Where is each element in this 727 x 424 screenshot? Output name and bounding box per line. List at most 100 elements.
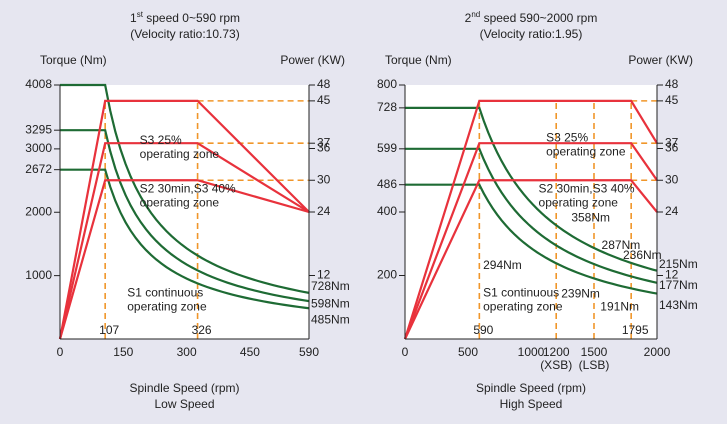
x-tick-label: 300 bbox=[177, 345, 197, 359]
torque-annotation: 358Nm bbox=[571, 211, 610, 225]
torque-annotation: 287Nm bbox=[602, 238, 641, 252]
y-right-tick-label: 37 bbox=[665, 135, 679, 149]
torque-end-label: 728Nm bbox=[311, 279, 350, 293]
torque-annotation: 294Nm bbox=[483, 258, 522, 272]
power-curve bbox=[404, 179, 658, 340]
y-left-tick-label: 486 bbox=[377, 177, 397, 191]
x-corner-label: 326 bbox=[192, 323, 212, 337]
x-axis-label: Spindle Speed (rpm) bbox=[476, 381, 586, 395]
title-text: speed 590~2000 rpm bbox=[480, 11, 597, 25]
chart-title: 1st speed 0~590 rpm bbox=[130, 10, 240, 25]
y-left-tick-label: 3000 bbox=[25, 141, 52, 155]
torque-curve bbox=[60, 83, 310, 294]
zone-label: S2 30min,S3 40% bbox=[140, 181, 236, 195]
x-axis-sublabel: Low Speed bbox=[154, 397, 214, 411]
zone-label: S3 25% bbox=[140, 133, 182, 147]
x-tick-label: 150 bbox=[113, 345, 133, 359]
plot-area bbox=[60, 85, 309, 339]
torque-annotation: 191Nm bbox=[600, 299, 639, 313]
y-right-tick-label: 30 bbox=[665, 172, 679, 186]
y-left-tick-label: 200 bbox=[377, 268, 397, 282]
x-corner-label: 1795 bbox=[622, 323, 649, 337]
x-tick-label: 2000 bbox=[644, 345, 671, 359]
chart-2: 2nd speed 590~2000 rpm (Velocity ratio:1.… bbox=[377, 10, 698, 411]
torque-curve bbox=[405, 183, 658, 295]
x-tick-label: 0 bbox=[57, 345, 64, 359]
y-left-tick-label: 2672 bbox=[25, 162, 52, 176]
power-curve bbox=[403, 99, 658, 340]
y-left-tick-label: 1000 bbox=[25, 268, 52, 282]
torque-curve bbox=[405, 147, 658, 284]
chart-title: 2nd speed 590~2000 rpm bbox=[465, 10, 598, 25]
x-corner-label: 590 bbox=[473, 323, 493, 337]
y-right-tick-label: 24 bbox=[317, 204, 331, 218]
zone-label: S1 continuous bbox=[483, 285, 559, 299]
x-tick-label: 450 bbox=[240, 345, 260, 359]
title-text: speed 0~590 rpm bbox=[143, 11, 240, 25]
y-axis-right-label: Power (KW) bbox=[280, 53, 345, 67]
title-number: 2 bbox=[465, 11, 472, 25]
y-left-tick-label: 4008 bbox=[25, 77, 52, 91]
x-tick-label: 500 bbox=[458, 345, 478, 359]
x-tick-label: 1500 bbox=[581, 345, 608, 359]
torque-end-label: 598Nm bbox=[311, 296, 350, 310]
plot-area bbox=[405, 85, 657, 339]
zone-label: operating zone bbox=[140, 195, 220, 209]
torque-curve bbox=[60, 129, 310, 303]
y-right-tick-label: 45 bbox=[665, 93, 679, 107]
torque-end-label: 143Nm bbox=[659, 298, 698, 312]
y-axis-right-label: Power (KW) bbox=[628, 53, 693, 67]
torque-end-label: 485Nm bbox=[311, 312, 350, 326]
zone-label: S3 25% bbox=[546, 131, 588, 145]
power-curve bbox=[58, 99, 310, 340]
title-superscript: st bbox=[137, 10, 144, 19]
y-left-tick-label: 3295 bbox=[25, 122, 52, 136]
zone-label: operating zone bbox=[546, 145, 626, 159]
y-left-tick-label: 728 bbox=[377, 100, 397, 114]
y-right-tick-label: 12 bbox=[317, 268, 331, 282]
zone-label: operating zone bbox=[140, 147, 220, 161]
title-superscript: nd bbox=[471, 10, 480, 19]
x-axis-sublabel: High Speed bbox=[500, 397, 563, 411]
x-corner-label: 107 bbox=[99, 323, 119, 337]
y-axis-left-label: Torque (Nm) bbox=[385, 53, 452, 67]
x-axis-label: Spindle Speed (rpm) bbox=[129, 381, 239, 395]
y-right-tick-label: 36 bbox=[665, 141, 679, 155]
chart-1: 1st speed 0~590 rpm (Velocity ratio:10.73… bbox=[25, 10, 349, 411]
torque-curve bbox=[405, 106, 658, 272]
torque-end-label: 215Nm bbox=[659, 257, 698, 271]
zone-label: S2 30min,S3 40% bbox=[539, 181, 635, 195]
x-tick-label: 590 bbox=[299, 345, 319, 359]
y-right-tick-label: 45 bbox=[317, 93, 331, 107]
torque-end-label: 177Nm bbox=[659, 278, 698, 292]
y-left-tick-label: 599 bbox=[377, 141, 397, 155]
torque-annotation: 236Nm bbox=[623, 248, 662, 262]
title-number: 1 bbox=[130, 11, 137, 25]
chart-subtitle: (Velocity ratio:10.73) bbox=[130, 27, 239, 41]
y-right-tick-label: 48 bbox=[317, 77, 331, 91]
x-sublabel: (LSB) bbox=[579, 358, 610, 372]
zone-label: operating zone bbox=[127, 299, 207, 313]
x-sublabel: (XSB) bbox=[540, 358, 572, 372]
x-tick-label: 0 bbox=[402, 345, 409, 359]
zone-label: operating zone bbox=[539, 195, 619, 209]
chart-subtitle: (Velocity ratio:1.95) bbox=[480, 27, 583, 41]
y-left-tick-label: 400 bbox=[377, 204, 397, 218]
x-tick-label: 1200 bbox=[543, 345, 570, 359]
power-curve bbox=[403, 142, 658, 340]
y-right-tick-label: 48 bbox=[665, 77, 679, 91]
x-tick-label: 1000 bbox=[518, 345, 545, 359]
torque-curve bbox=[60, 168, 310, 310]
y-left-tick-label: 2000 bbox=[25, 204, 52, 218]
y-right-tick-label: 36 bbox=[317, 141, 331, 155]
torque-annotation: 239Nm bbox=[561, 287, 600, 301]
power-curve bbox=[58, 179, 310, 340]
y-right-tick-label: 30 bbox=[317, 172, 331, 186]
y-right-tick-label: 37 bbox=[317, 135, 331, 149]
y-axis-left-label: Torque (Nm) bbox=[40, 53, 107, 67]
y-right-tick-label: 12 bbox=[665, 268, 679, 282]
y-left-tick-label: 800 bbox=[377, 77, 397, 91]
zone-label: S1 continuous bbox=[127, 285, 203, 299]
